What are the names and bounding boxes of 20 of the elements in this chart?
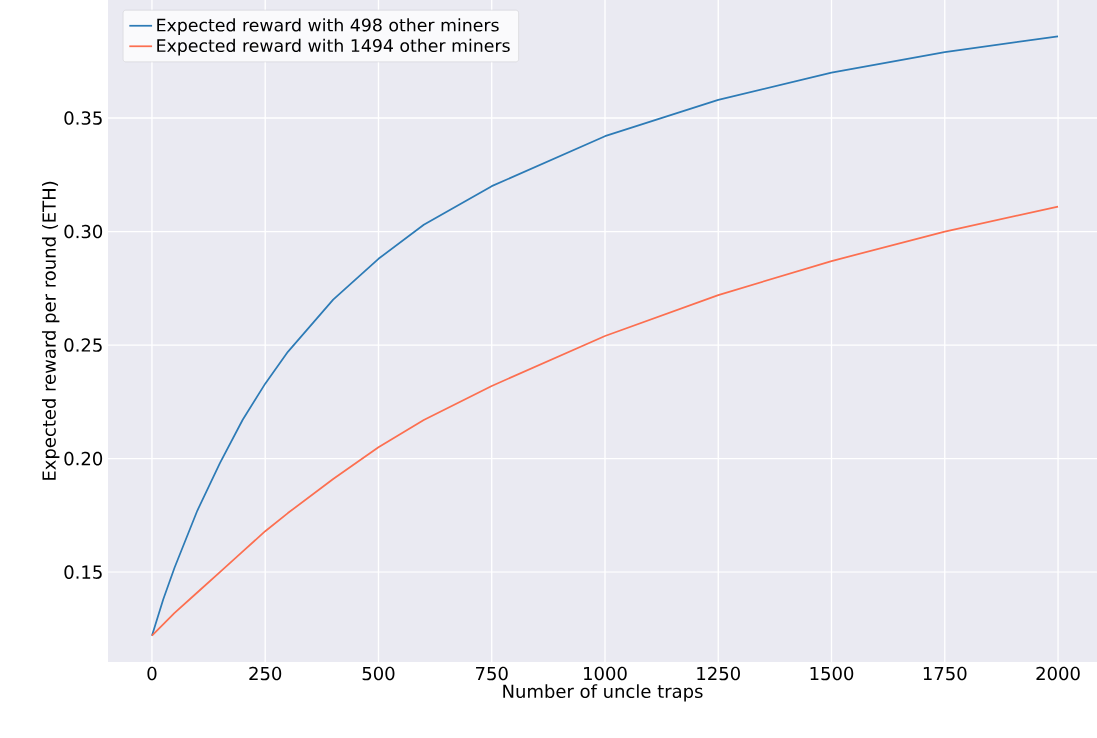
x-tick-label: 1000 [584, 666, 627, 681]
x-tick-label: 2000 [1036, 666, 1080, 681]
line-series [151, 205, 1059, 637]
y-tick-label: 0.35 [64, 111, 102, 125]
line-series [151, 35, 1059, 637]
x-tick-label: 0 [147, 666, 157, 681]
y-tick-label: 0.20 [64, 451, 103, 466]
legend-label: Expected reward with 498 other miners [157, 18, 499, 35]
x-tick-label: 1500 [810, 666, 854, 681]
y-tick-label: 0.25 [64, 338, 102, 352]
y-tick-label: 0.15 [64, 565, 102, 579]
legend-label: Expected reward with 1494 other miners [157, 38, 510, 56]
x-tick-label: 750 [476, 666, 508, 681]
y-tick-label: 0.30 [64, 224, 103, 239]
x-tick-label: 1250 [697, 666, 740, 681]
x-tick-label: 1750 [923, 666, 967, 681]
y-axis-title: Expected reward per round (ETH) [41, 181, 60, 480]
x-tick-label: 500 [362, 666, 395, 681]
x-tick-label: 250 [249, 666, 282, 681]
x-axis-title: Number of uncle traps [503, 684, 703, 702]
